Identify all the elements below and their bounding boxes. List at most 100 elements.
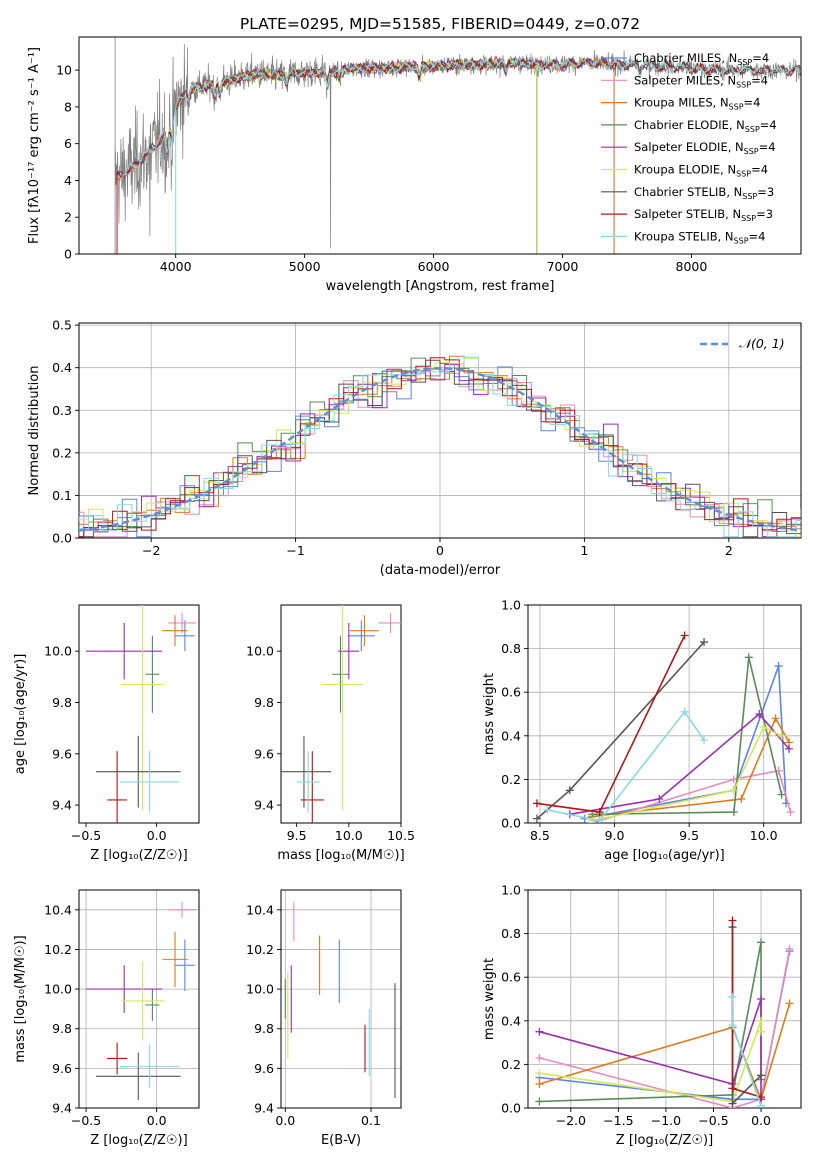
weight-marker-chabrier_elodie [777,790,786,799]
legend-text-tail: =4 [744,96,761,110]
weight-line-salpeter_elodie [539,998,762,1100]
weight-marker-chabrier_elodie [729,808,738,817]
x-tick-label: 4000 [160,259,192,274]
axes-frame [527,889,802,1109]
weight-marker-kroupa_miles [737,795,746,804]
y-tick-label: 0.0 [501,816,521,831]
weight-marker-kroupa_elodie [535,1069,544,1078]
weight-marker-salpeter_miles [785,944,794,953]
y-axis-label: Normed distribution [27,366,42,496]
x-axis-label: Z [log₁₀(Z/Z☉)] [90,848,187,863]
y-tick-label: 1.0 [501,598,521,613]
histogram-plot [79,355,801,538]
x-tick-label: −2.0 [556,1113,586,1128]
weight-marker-kroupa_miles [785,999,794,1008]
x-tick-label: −1 [286,543,304,558]
weight-marker-kroupa_stelib [700,736,709,745]
weight-line-salpeter_miles [539,948,791,1108]
axes-frame [78,322,802,539]
x-axis-label: Z [log₁₀(Z/Z☉)] [90,1133,187,1148]
y-tick-label: 9.8 [52,695,72,710]
weight-line-chabrier_elodie [592,657,783,816]
y-axis-label: mass weight [482,958,497,1040]
histogram-kroupa_elodie [79,357,801,538]
axes-frame [78,889,200,1109]
weight-line-salpeter_miles [591,769,792,823]
weight-marker-chabrier_miles [774,662,783,671]
axes-frame [527,604,802,824]
x-tick-label: 0.0 [147,828,167,843]
legend-subscript: SSP [734,236,749,245]
age_vs_mass-plot [281,605,401,823]
weight-marker-chabrier_stelib [700,638,709,647]
legend-text: Chabrier ELODIE, N [634,118,745,132]
y-tick-label: 0.4 [501,1013,521,1028]
y-tick-label: 9.6 [254,746,274,761]
age_vs_Z-plot [86,605,197,823]
weight-marker-salpeter_stelib [595,808,604,817]
y-tick-label: 9.4 [254,798,274,813]
legend-text: Chabrier STELIB, N [634,185,742,199]
x-tick-label: 0.0 [751,1113,771,1128]
weight-marker-kroupa_stelib [728,1021,737,1030]
histogram-salpeter_stelib [79,357,801,538]
x-tick-label: 0.1 [361,1113,381,1128]
y-axis-label: Flux [fλ10⁻¹⁷ erg cm⁻² s⁻¹ A⁻¹] [27,47,42,244]
y-tick-label: 10.0 [246,982,274,997]
y-tick-label: 9.8 [254,1021,274,1036]
x-tick-label: 2 [725,543,733,558]
weight-marker-kroupa_elodie [729,786,738,795]
axes-frame [78,604,200,824]
x-tick-label: 10.5 [387,828,415,843]
y-tick-label: 0.0 [501,1101,521,1116]
x-axis-label: Z [log₁₀(Z/Z☉)] [616,1133,713,1148]
weight-marker-kroupa_stelib [595,816,604,823]
legend-subscript: SSP [741,214,756,223]
y-tick-label: 10.0 [44,982,72,997]
legend-text: Salpeter STELIB, N [634,207,741,221]
x-tick-label: −0.5 [698,1113,728,1128]
weight-marker-kroupa_elodie [757,1016,766,1025]
weight-marker-chabrier_elodie [744,653,753,662]
weight-line-chabrier_miles [584,665,787,820]
axes-frame [78,36,802,255]
axes-age_vs_Z: −0.5 0.0 9.4 9.6 9.8 10.0 Z [log₁₀(Z/Z☉)] age [… [13,604,200,863]
x-tick-label: −1.0 [651,1113,681,1128]
spectrum-plot [114,37,801,254]
legend-text-tail: =4 [751,73,768,87]
weight-line-salpeter_stelib [536,635,686,813]
y-tick-label: 8 [64,99,72,114]
weight-marker-kroupa_elodie [777,731,786,740]
normal-legend-label: 𝒩(0, 1) [739,336,785,351]
legend-text: Chabrier MILES, N [634,51,737,65]
weight-marker-salpeter_elodie [785,744,794,753]
y-tick-label: 0 [64,247,72,262]
legend-subscript: SSP [736,170,751,179]
weight-marker-chabrier_elodie [535,1097,544,1106]
y-tick-label: 10.0 [246,644,274,659]
weight-marker-salpeter_stelib [680,631,689,640]
normal-curve [79,366,801,532]
x-tick-label: 9.0 [605,828,625,843]
legend-label: Chabrier MILES, NSSP=4 [634,51,769,67]
y-tick-label: 0.8 [501,926,521,941]
weight-marker-kroupa_miles [771,714,780,723]
y-tick-label: 9.6 [52,746,72,761]
y-tick-label: 9.4 [254,1101,274,1116]
x-tick-label: 0 [436,543,444,558]
legend-subscript: SSP [736,80,751,89]
y-tick-label: 0.4 [501,728,521,743]
y-tick-label: 10.2 [246,942,274,957]
weight-marker-kroupa_elodie [757,1027,766,1036]
mass_vs_ebv-plot [284,901,396,1099]
y-tick-label: 10.4 [246,902,274,917]
x-tick-label: −0.5 [71,1113,101,1128]
mass_vs_Z-plot [86,901,197,1101]
x-axis-label: age [log₁₀(age/yr)] [604,848,725,863]
weight-marker-salpeter_miles [786,808,795,817]
y-tick-label: 0.6 [501,970,521,985]
weight-line-chabrier_stelib [536,641,705,820]
weight-marker-kroupa_elodie [759,723,768,732]
